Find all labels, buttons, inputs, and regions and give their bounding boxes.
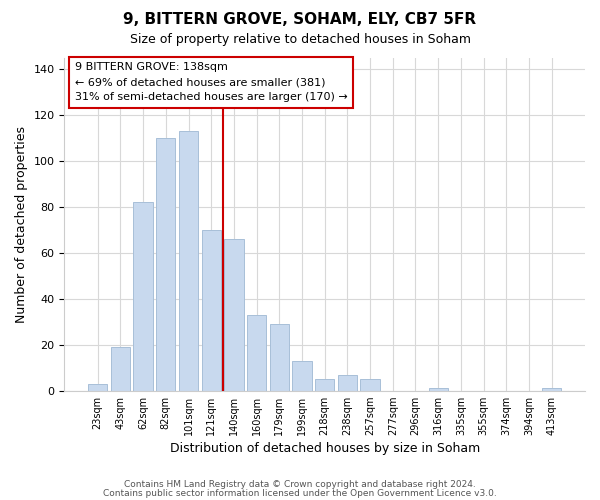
Bar <box>224 239 244 390</box>
Text: Contains public sector information licensed under the Open Government Licence v3: Contains public sector information licen… <box>103 488 497 498</box>
Bar <box>247 315 266 390</box>
Bar <box>292 361 311 390</box>
Bar <box>202 230 221 390</box>
Bar <box>361 379 380 390</box>
Bar <box>315 379 334 390</box>
Bar <box>428 388 448 390</box>
X-axis label: Distribution of detached houses by size in Soham: Distribution of detached houses by size … <box>170 442 480 455</box>
Bar <box>542 388 562 390</box>
Bar <box>156 138 175 390</box>
Text: Contains HM Land Registry data © Crown copyright and database right 2024.: Contains HM Land Registry data © Crown c… <box>124 480 476 489</box>
Bar <box>269 324 289 390</box>
Y-axis label: Number of detached properties: Number of detached properties <box>15 126 28 322</box>
Bar <box>88 384 107 390</box>
Bar <box>338 374 357 390</box>
Bar <box>179 131 198 390</box>
Text: 9 BITTERN GROVE: 138sqm
← 69% of detached houses are smaller (381)
31% of semi-d: 9 BITTERN GROVE: 138sqm ← 69% of detache… <box>75 62 347 102</box>
Text: 9, BITTERN GROVE, SOHAM, ELY, CB7 5FR: 9, BITTERN GROVE, SOHAM, ELY, CB7 5FR <box>124 12 476 28</box>
Bar <box>133 202 153 390</box>
Text: Size of property relative to detached houses in Soham: Size of property relative to detached ho… <box>130 32 470 46</box>
Bar <box>111 347 130 391</box>
